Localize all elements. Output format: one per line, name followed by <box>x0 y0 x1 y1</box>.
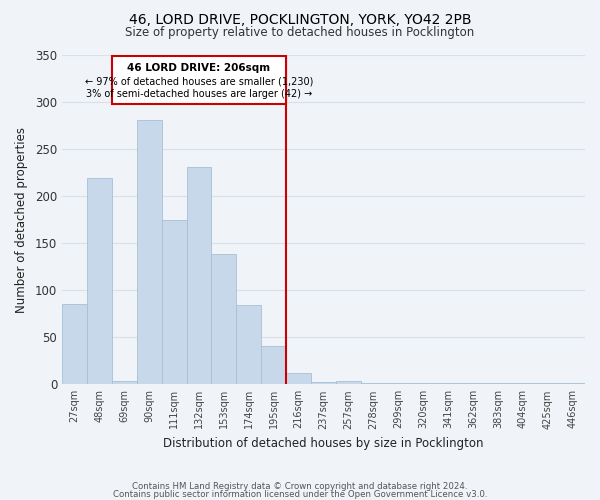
Bar <box>161 220 187 384</box>
Bar <box>137 120 161 384</box>
Bar <box>311 382 336 384</box>
Text: 46, LORD DRIVE, POCKLINGTON, YORK, YO42 2PB: 46, LORD DRIVE, POCKLINGTON, YORK, YO42 … <box>129 12 471 26</box>
Bar <box>336 380 361 384</box>
Bar <box>211 254 236 384</box>
X-axis label: Distribution of detached houses by size in Pocklington: Distribution of detached houses by size … <box>163 437 484 450</box>
Text: Contains HM Land Registry data © Crown copyright and database right 2024.: Contains HM Land Registry data © Crown c… <box>132 482 468 491</box>
Bar <box>236 306 261 384</box>
Bar <box>87 178 112 384</box>
Y-axis label: Number of detached properties: Number of detached properties <box>15 126 28 312</box>
Text: ← 97% of detached houses are smaller (1,230): ← 97% of detached houses are smaller (1,… <box>85 76 313 86</box>
Bar <box>112 382 137 384</box>
Bar <box>62 304 87 384</box>
Bar <box>286 373 311 384</box>
Bar <box>261 346 286 385</box>
Text: 46 LORD DRIVE: 206sqm: 46 LORD DRIVE: 206sqm <box>127 64 271 74</box>
Text: Size of property relative to detached houses in Pocklington: Size of property relative to detached ho… <box>125 26 475 39</box>
Text: Contains public sector information licensed under the Open Government Licence v3: Contains public sector information licen… <box>113 490 487 499</box>
FancyBboxPatch shape <box>112 56 286 104</box>
Bar <box>187 167 211 384</box>
Text: 3% of semi-detached houses are larger (42) →: 3% of semi-detached houses are larger (4… <box>86 89 312 99</box>
